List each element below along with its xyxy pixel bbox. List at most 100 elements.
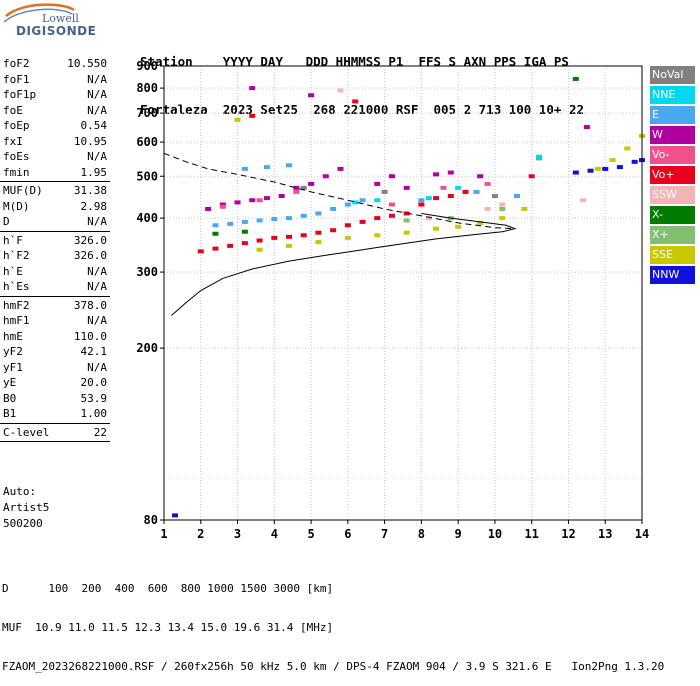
point-w: [293, 185, 300, 190]
x-tick-label: 14: [635, 527, 649, 541]
point-vo-: [344, 223, 351, 228]
param-name: B0: [3, 391, 17, 405]
x-tick-label: 6: [344, 527, 351, 541]
point-vo-: [447, 194, 454, 199]
param-name: h`E: [3, 264, 23, 278]
point-w: [447, 170, 454, 175]
point-x-: [499, 206, 506, 211]
point-sse: [433, 226, 440, 231]
logo-digisonde: DIGISONDE: [16, 24, 97, 38]
param-name: yE: [3, 376, 17, 389]
x-tick-label: 1: [160, 527, 167, 541]
point-sse: [374, 233, 381, 238]
point-e: [418, 198, 425, 203]
point-e: [241, 219, 248, 224]
digisonde-logo: Lowell DIGISONDE: [2, 2, 132, 42]
y-tick-label: 600: [136, 135, 158, 149]
param-row: hmF1 N/A: [0, 313, 110, 329]
x-tick-label: 5: [307, 527, 314, 541]
legend-item-vo-: Vo+: [650, 166, 695, 184]
legend-item-x-: X+: [650, 226, 695, 244]
point-noval: [491, 194, 498, 199]
station-header: Station YYYY DAY DDD HHMMSS P1 FFS S AXN…: [140, 22, 584, 134]
point-vo-: [388, 202, 395, 207]
param-row: yF1 N/A: [0, 360, 110, 376]
chart-grid: [163, 65, 643, 521]
plot-border: [163, 65, 643, 521]
point-e: [315, 211, 322, 216]
point-sse: [315, 240, 322, 245]
point-nnw: [631, 159, 638, 164]
point-vo-: [433, 196, 440, 201]
point-sse: [594, 166, 601, 171]
param-value: 31.38: [73, 184, 107, 197]
auto-version: 500200: [3, 517, 43, 530]
point-e: [300, 213, 307, 218]
param-separator: [0, 295, 110, 297]
legend: NoVal NNE E W Vo- Vo+ SSW X- X+ SSE NNW: [650, 66, 695, 286]
point-w: [322, 174, 329, 179]
point-w: [249, 86, 256, 91]
y-tick-label: 300: [136, 265, 158, 279]
param-value: N/A: [87, 360, 107, 374]
param-value: 42.1: [80, 345, 108, 358]
y-tick-label: 900: [136, 59, 158, 73]
point-sse: [403, 230, 410, 235]
x-tick-label: 4: [271, 527, 278, 541]
y-tick-label: 200: [136, 341, 158, 355]
profile-dashed-line: [163, 152, 516, 230]
legend-item-w: W: [650, 126, 695, 144]
point-sse: [455, 224, 462, 229]
x-tick-label: 8: [418, 527, 425, 541]
point-w: [308, 93, 315, 98]
param-row: hmE 110.0: [0, 329, 110, 345]
param-row: C-level 22: [0, 425, 110, 441]
x-tick-label: 2: [197, 527, 204, 541]
param-name: yF1: [3, 360, 23, 374]
point-x-: [241, 229, 248, 234]
x-tick-label: 3: [234, 527, 241, 541]
chart-points: [172, 76, 645, 518]
param-value: 378.0: [73, 298, 107, 312]
point-noval: [381, 189, 388, 194]
point-w: [219, 202, 226, 207]
point-nne: [352, 200, 359, 205]
legend-item-nne: NNE: [650, 86, 695, 104]
point-e: [263, 165, 270, 170]
point-e: [212, 223, 219, 228]
x-tick-label: 9: [455, 527, 462, 541]
legend-item-e: E: [650, 106, 695, 124]
point-nnw: [587, 168, 594, 173]
point-e: [241, 166, 248, 171]
point-vo-: [440, 185, 447, 190]
point-e: [330, 206, 337, 211]
param-value: N/A: [87, 314, 107, 327]
point-vo-: [300, 233, 307, 238]
x-tick-label: 13: [598, 527, 612, 541]
point-noval: [300, 185, 307, 190]
point-e: [344, 202, 351, 207]
param-value: 2.98: [80, 199, 108, 213]
param-name: h`Es: [3, 280, 30, 293]
param-name: MUF(D): [3, 184, 43, 197]
point-sse: [477, 220, 484, 225]
param-row: h`F 326.0: [0, 233, 110, 249]
point-e: [286, 163, 293, 168]
legend-item-noval: NoVal: [650, 66, 695, 84]
point-e: [513, 194, 520, 199]
footer-muf: MUF 10.9 11.0 11.5 12.3 13.4 15.0 19.6 3…: [2, 621, 334, 634]
header-labels: Station YYYY DAY DDD HHMMSS P1 FFS S AXN…: [140, 54, 569, 69]
param-name: D: [3, 215, 10, 228]
point-vo-: [212, 246, 219, 251]
point-w: [308, 181, 315, 186]
point-x-: [212, 231, 219, 236]
param-value: 22: [93, 425, 107, 439]
logo-swoosh: [3, 3, 75, 23]
legend-item-nnw: NNW: [650, 266, 695, 284]
param-name: foF2: [3, 57, 30, 70]
point-sse: [609, 158, 616, 163]
point-vo-: [197, 249, 204, 254]
param-name: h`F2: [3, 249, 30, 262]
param-row: yE 20.0: [0, 375, 110, 391]
legend-item-sse: SSE: [650, 246, 695, 264]
